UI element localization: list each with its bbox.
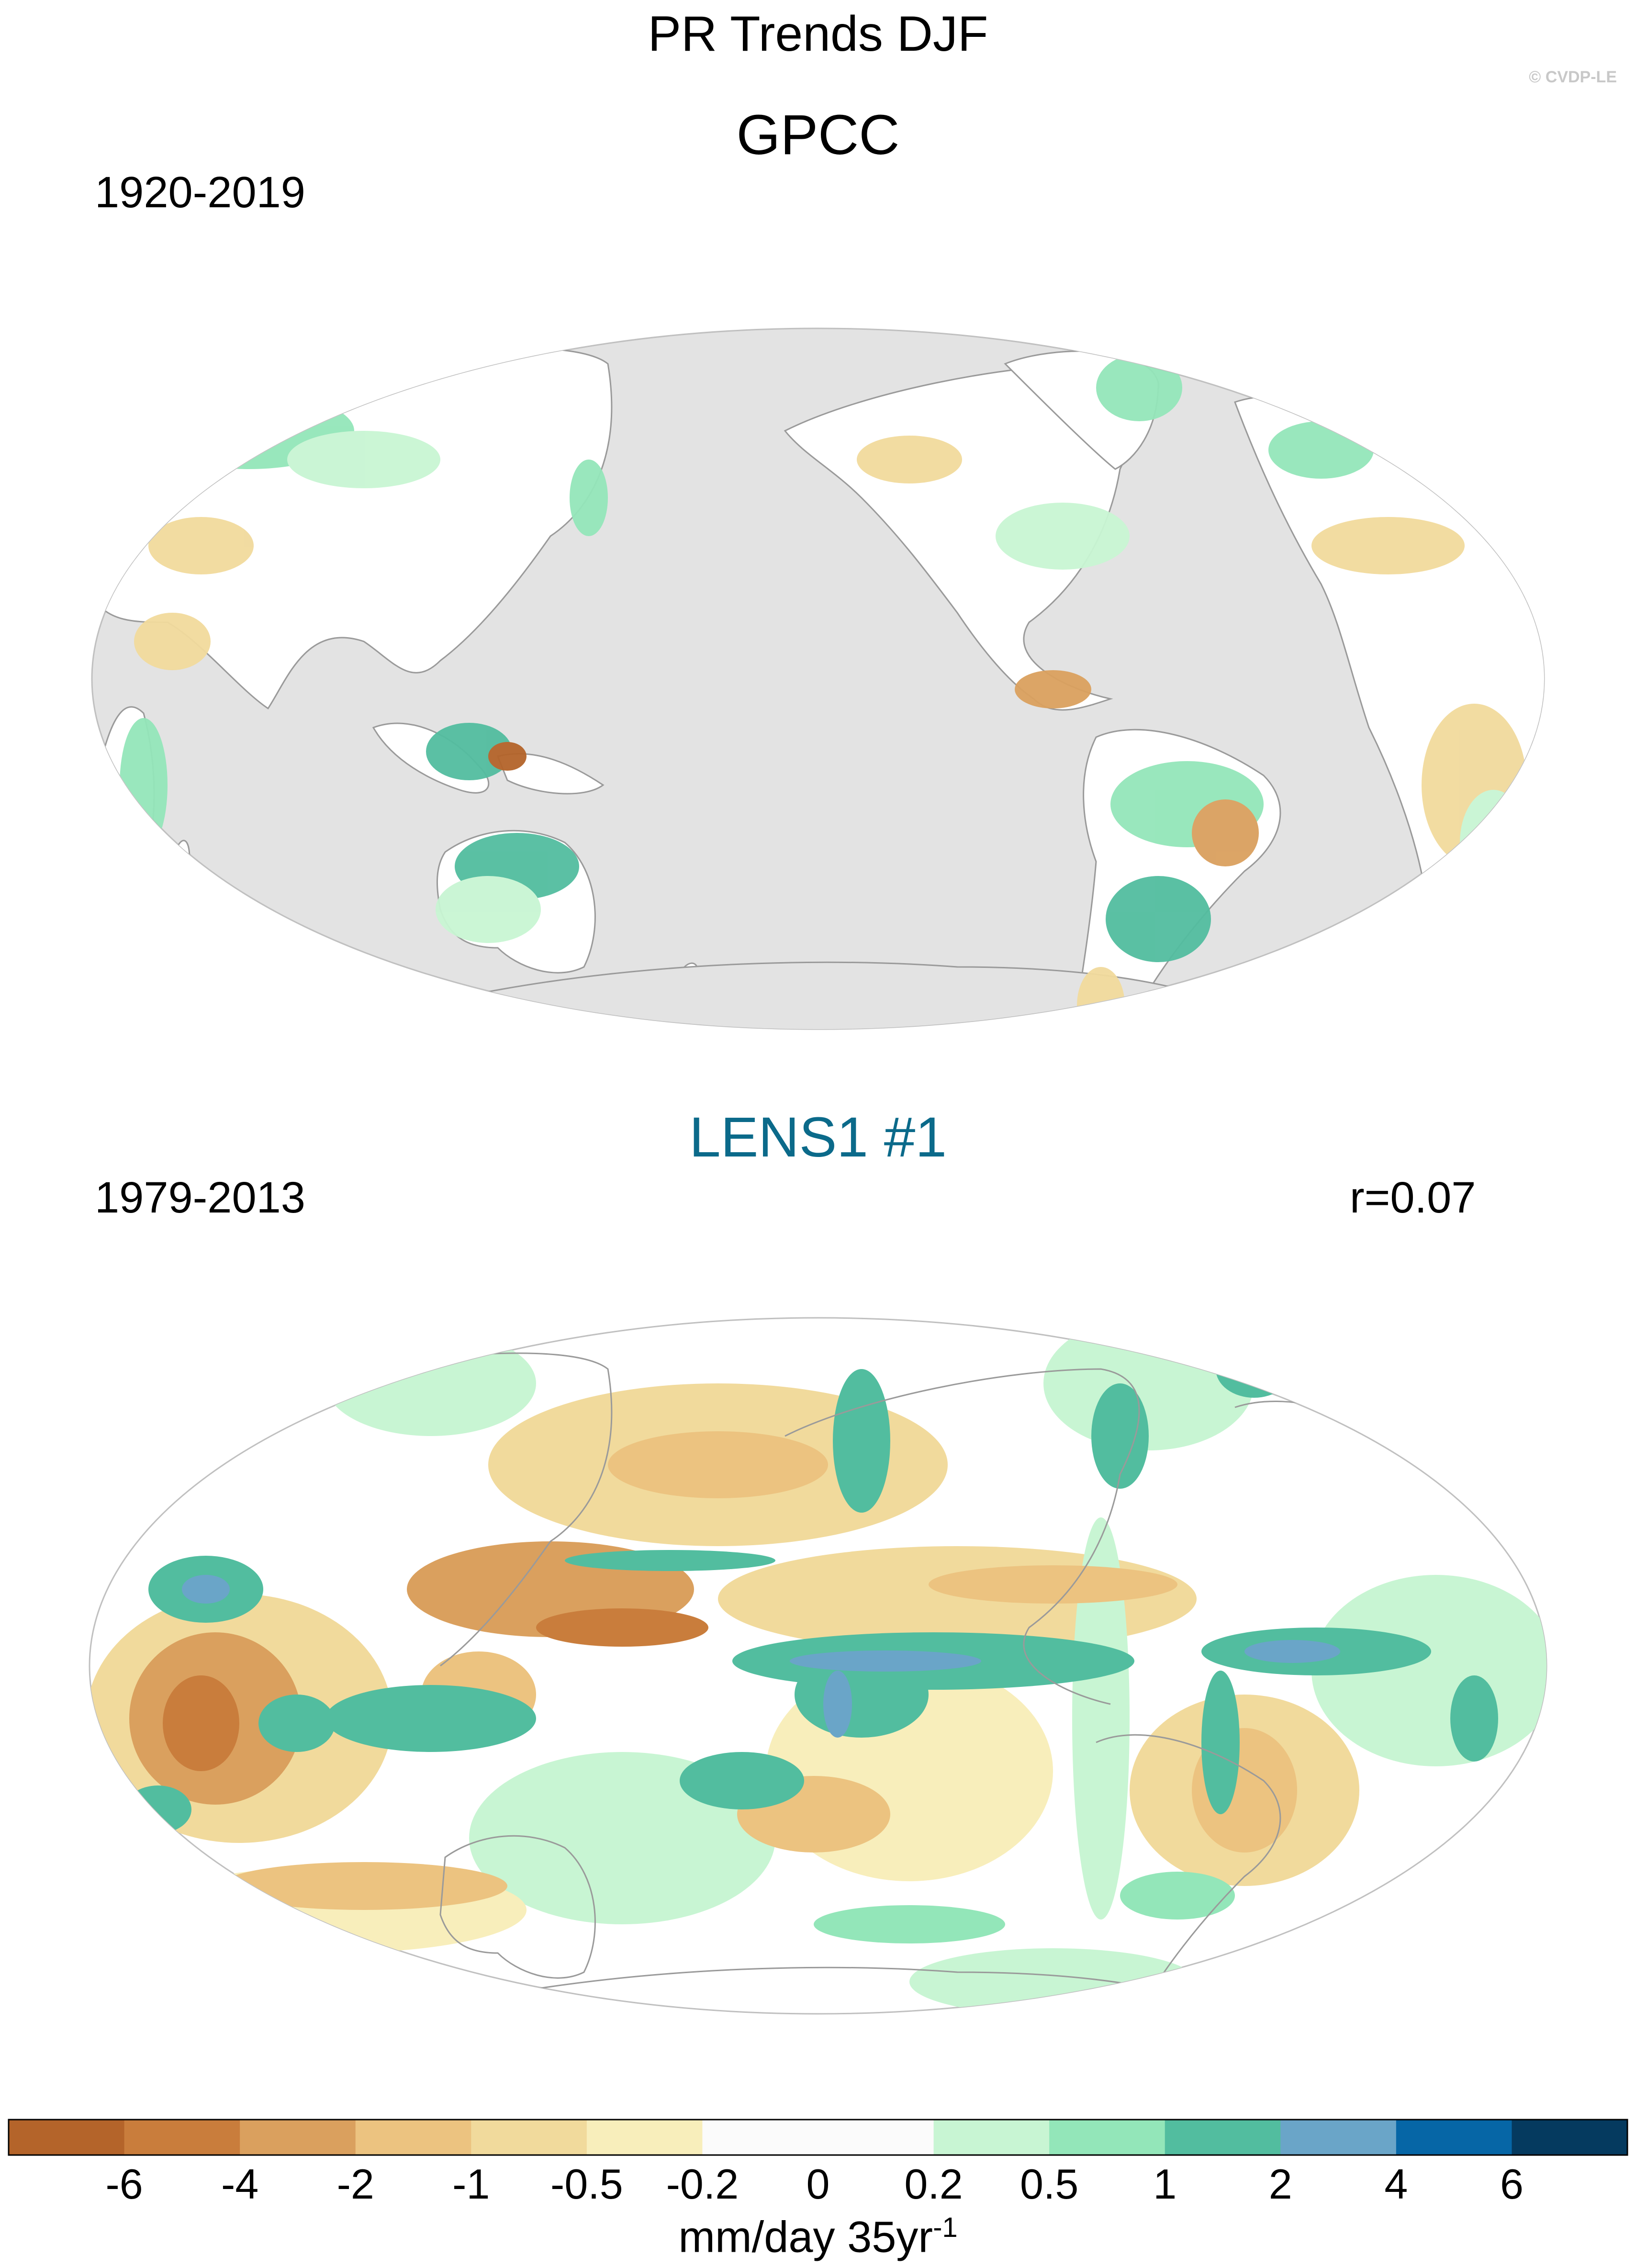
map-panel-lens1 (89, 1317, 1547, 2015)
colorbar-cell (1396, 2120, 1512, 2155)
colorbar-cell (586, 2120, 703, 2155)
colorbar-units: mm/day 35yr-1 (0, 2212, 1636, 2263)
panel-2-period: 1979-2013 (95, 1173, 305, 1222)
colorbar-tick-label: 1 (1153, 2160, 1177, 2208)
colorbar (8, 2119, 1628, 2156)
colorbar-cell (1049, 2120, 1165, 2155)
map-panel-gpcc (91, 327, 1545, 1030)
colorbar-cell (1165, 2120, 1281, 2155)
colorbar-cell (702, 2120, 818, 2155)
colorbar-tick-label: 0.2 (904, 2160, 963, 2208)
colorbar-cell (818, 2120, 934, 2155)
colorbar-tick-label: 0 (806, 2160, 830, 2208)
colorbar-tick-label: -4 (221, 2160, 259, 2208)
colorbar-tick-label: 2 (1268, 2160, 1292, 2208)
colorbar-frame (8, 2119, 1628, 2156)
colorbar-tick-label: 0.5 (1020, 2160, 1079, 2208)
colorbar-tick-label: -0.2 (666, 2160, 739, 2208)
colorbar-cell (1512, 2120, 1628, 2155)
panel-1-title: GPCC (736, 103, 900, 167)
units-text: mm/day 35yr (678, 2212, 933, 2262)
colorbar-cell (124, 2120, 240, 2155)
colorbar-tick-label: -0.5 (550, 2160, 623, 2208)
units-superscript: -1 (933, 2212, 958, 2243)
colorbar-tick-label: 4 (1384, 2160, 1408, 2208)
colorbar-cell (9, 2120, 125, 2155)
colorbar-tick-label: -1 (452, 2160, 490, 2208)
colorbar-cell (471, 2120, 587, 2155)
colorbar-tick-label: -6 (105, 2160, 143, 2208)
colorbar-cell (1280, 2120, 1397, 2155)
colorbar-cell (355, 2120, 471, 2155)
panel-2-title: LENS1 #1 (689, 1106, 947, 1169)
panel-1-period: 1920-2019 (95, 168, 305, 217)
map-2-field (90, 1318, 1546, 2014)
colorbar-tick-label: -2 (336, 2160, 374, 2208)
colorbar-tick-label: 6 (1500, 2160, 1524, 2208)
colorbar-cell (240, 2120, 356, 2155)
panel-2-correlation: r=0.07 (1350, 1173, 1476, 1222)
copyright-text: © CVDP-LE (1529, 68, 1617, 86)
figure-title: PR Trends DJF (648, 6, 988, 62)
colorbar-cell (933, 2120, 1050, 2155)
